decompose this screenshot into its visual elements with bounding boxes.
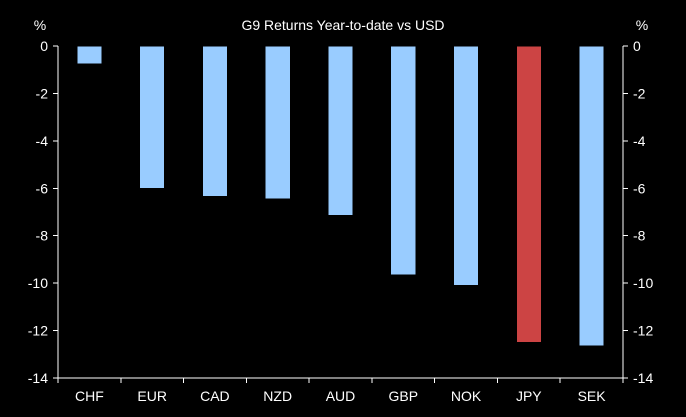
- plot-area: 0 0 -2 -2 -4 -4 -6 -6 -8 -8 -10 -10 -12 -12 -14 -14 CHF E…: [28, 38, 654, 404]
- bar-gbp: [390, 45, 417, 276]
- chart-title: G9 Returns Year-to-date vs USD: [241, 17, 444, 33]
- right-axis-unit-label: %: [636, 17, 648, 33]
- left-y-tick-label: -6: [36, 180, 49, 196]
- x-category-label-sek: SEK: [578, 388, 607, 404]
- bar-jpy: [515, 45, 542, 343]
- x-category-label-nzd: NZD: [263, 388, 292, 404]
- right-y-tick-label: -4: [633, 133, 646, 149]
- x-category-label-cad: CAD: [200, 388, 230, 404]
- right-y-tick-label: -10: [633, 275, 653, 291]
- bar-chf: [76, 45, 103, 65]
- left-y-tick-label: -12: [28, 323, 48, 339]
- right-y-tick-label: -2: [633, 85, 646, 101]
- right-y-tick-label: -14: [633, 370, 653, 386]
- left-y-tick-label: -4: [36, 133, 49, 149]
- bar-nok: [453, 45, 480, 286]
- right-y-tick-label: -8: [633, 228, 646, 244]
- x-category-label-nok: NOK: [451, 388, 482, 404]
- x-category-label-jpy: JPY: [516, 388, 542, 404]
- bar-sek: [578, 45, 605, 347]
- right-y-tick-label: -12: [633, 323, 653, 339]
- bar-aud: [327, 45, 354, 217]
- left-y-tick-label: -2: [36, 85, 49, 101]
- left-y-tick-label: -10: [28, 275, 48, 291]
- right-y-tick-label: -6: [633, 180, 646, 196]
- left-y-tick-label: -14: [28, 370, 48, 386]
- x-category-label-gbp: GBP: [389, 388, 419, 404]
- left-y-tick-label: 0: [40, 38, 48, 54]
- x-category-label-chf: CHF: [75, 388, 104, 404]
- x-category-label-eur: EUR: [137, 388, 167, 404]
- left-y-tick-label: -8: [36, 228, 49, 244]
- bar-nzd: [264, 45, 291, 200]
- left-axis-unit-label: %: [34, 17, 46, 33]
- bar-cad: [201, 45, 228, 198]
- x-category-label-aud: AUD: [326, 388, 356, 404]
- bar-eur: [139, 45, 166, 189]
- right-y-tick-label: 0: [633, 38, 641, 54]
